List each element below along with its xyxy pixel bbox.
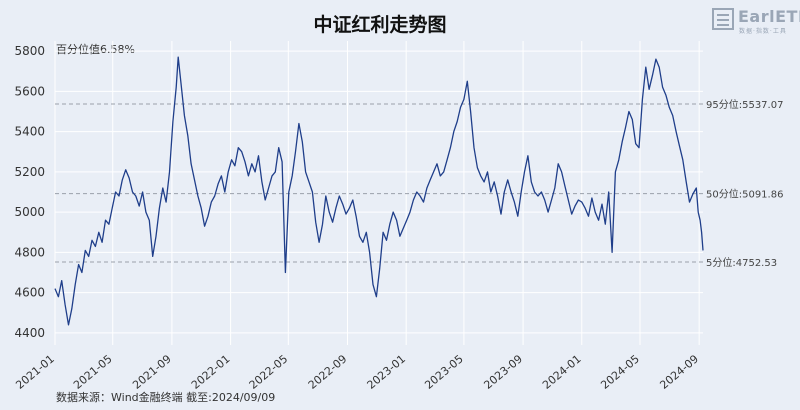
x-tick-label: 2024-09: [658, 352, 702, 392]
logo-brand-text: EarlETF: [738, 7, 800, 26]
reference-line-label: 95分位:5537.07: [706, 98, 783, 111]
chart-title: 中证红利走势图: [313, 14, 447, 36]
x-tick-label: 2023-09: [481, 352, 525, 392]
y-tick-label: 4400: [14, 326, 45, 340]
x-tick-label: 2021-05: [71, 352, 115, 392]
y-tick-label: 5800: [14, 44, 45, 58]
x-tick-label: 2022-01: [189, 352, 233, 392]
source-note: 数据来源：Wind金融终端 截至:2024/09/09: [56, 391, 276, 404]
reference-line-label: 5分位:4752.53: [706, 256, 777, 269]
x-tick-label: 2022-05: [247, 352, 291, 392]
x-tick-label: 2024-01: [540, 352, 584, 392]
y-tick-label: 5600: [14, 84, 45, 98]
y-tick-label: 4800: [14, 245, 45, 259]
x-tick-label: 2022-09: [306, 352, 350, 392]
percentile-note: 百分位值6.58%: [56, 43, 135, 56]
index-series-line: [54, 56, 704, 326]
y-tick-label: 5400: [14, 125, 45, 139]
reference-line-label: 50分位:5091.86: [706, 188, 783, 201]
x-tick-label: 2021-01: [13, 352, 57, 392]
x-tick-label: 2024-05: [598, 352, 642, 392]
x-tick-label: 2023-01: [365, 352, 409, 392]
brand-logo: EarlETF 数据·指数·工具: [712, 6, 800, 35]
x-tick-label: 2021-09: [130, 352, 174, 392]
y-tick-label: 5200: [14, 165, 45, 179]
y-tick-label: 4600: [14, 286, 45, 300]
logo-sub-text: 数据·指数·工具: [739, 28, 787, 35]
y-tick-label: 5000: [14, 205, 45, 219]
x-tick-label: 2023-05: [422, 352, 466, 392]
logo-mark-icon: [712, 8, 734, 30]
